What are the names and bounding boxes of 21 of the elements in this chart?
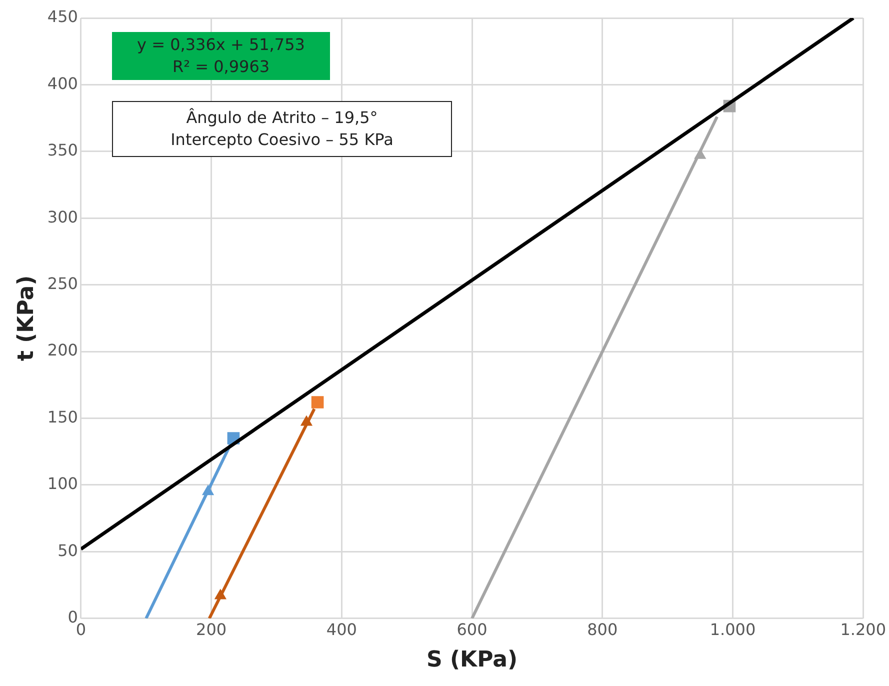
y-tick-label: 100 [47, 474, 78, 494]
x-tick-label: 800 [587, 620, 618, 640]
x-axis-title: S (KPa) [426, 648, 518, 673]
y-tick-label: 0 [68, 608, 78, 627]
x-tick-label: 400 [326, 620, 357, 640]
y-tick-label: 200 [47, 340, 78, 360]
point [311, 396, 324, 408]
y-tick-label: 50 [58, 540, 78, 560]
x-tick-label: 1.200 [840, 620, 886, 640]
y-tick-label: 350 [47, 140, 78, 160]
y-tick-label: 150 [47, 407, 78, 426]
x-tick-label: 1.000 [710, 620, 756, 640]
y-tick-label: 300 [47, 207, 78, 226]
y-tick-label: 400 [47, 74, 78, 93]
text-box: y = 0,336x + 51,753 R² = 0,9963 [112, 32, 330, 80]
y-tick-label: 250 [47, 274, 78, 293]
text-box: Ângulo de Atrito – 19,5° Intercepto Coesivo – 55 KPa [112, 101, 452, 157]
x-tick-label: 200 [196, 620, 227, 640]
y-axis-title: t (KPa) [14, 275, 39, 362]
y-tick-label: 450 [47, 7, 78, 26]
x-tick-label: 600 [456, 620, 488, 640]
